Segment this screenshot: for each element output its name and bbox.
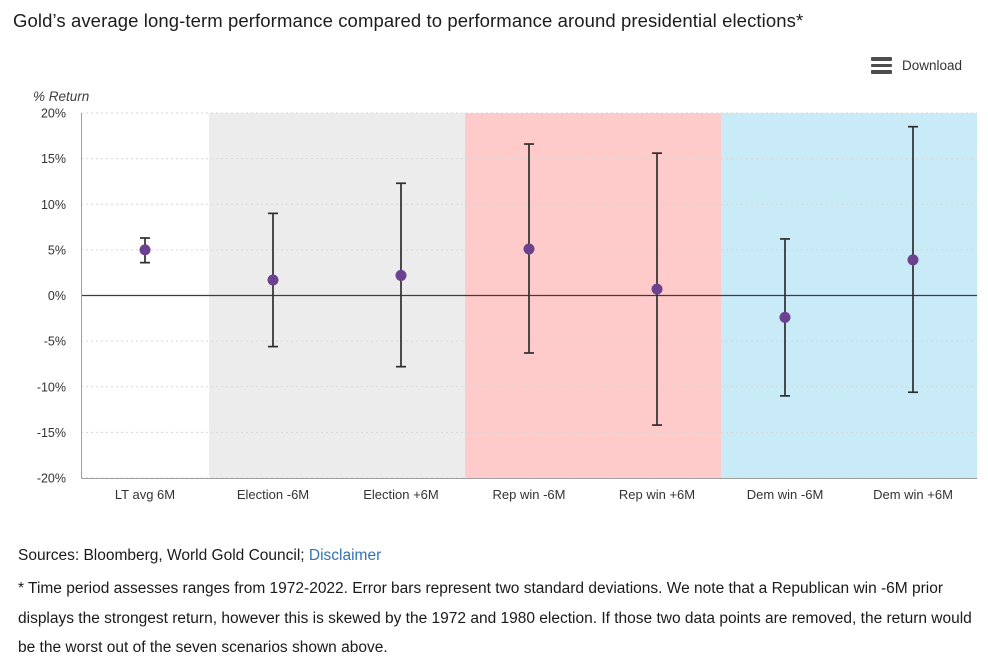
x-tick-label: Rep win -6M	[493, 487, 566, 502]
chart-footer: Sources: Bloomberg, World Gold Council; …	[18, 547, 974, 663]
y-tick-label: -5%	[44, 335, 66, 349]
data-point[interactable]	[651, 283, 663, 295]
x-tick-label: Rep win +6M	[619, 487, 695, 502]
x-tick-label: LT avg 6M	[115, 487, 175, 502]
x-tick-label: Election -6M	[237, 487, 309, 502]
x-tick-label: Election +6M	[363, 487, 439, 502]
y-tick-label: -15%	[37, 426, 66, 440]
sources-line: Sources: Bloomberg, World Gold Council; …	[18, 547, 974, 565]
sources-text: Sources: Bloomberg, World Gold Council;	[18, 547, 305, 564]
download-button[interactable]: Download	[869, 55, 964, 76]
data-point[interactable]	[907, 254, 919, 266]
y-tick-label: 10%	[41, 198, 66, 212]
data-point[interactable]	[523, 243, 535, 255]
data-point[interactable]	[395, 269, 407, 281]
y-tick-label: 5%	[48, 243, 66, 257]
y-axis-title: % Return	[33, 89, 89, 104]
page-title: Gold’s average long-term performance com…	[13, 10, 804, 31]
y-tick-label: -20%	[37, 472, 66, 486]
y-tick-label: 15%	[41, 152, 66, 166]
y-tick-label: 0%	[48, 289, 66, 303]
data-point[interactable]	[267, 274, 279, 286]
hamburger-menu-icon	[870, 57, 892, 74]
data-point[interactable]	[139, 244, 151, 256]
error-bar-chart: -20% -15% -10% -5% 0% 5% 10% 15% 20% LT avg 6M Ele…	[33, 89, 977, 502]
footnote-text: * Time period assesses ranges from 1972-…	[18, 580, 972, 656]
download-button-label: Download	[901, 57, 962, 73]
y-tick-label: -10%	[37, 380, 66, 394]
data-point[interactable]	[779, 311, 791, 323]
x-tick-label: Dem win -6M	[747, 487, 824, 502]
disclaimer-link[interactable]: Disclaimer	[308, 547, 382, 564]
y-tick-label: 20%	[41, 107, 66, 121]
x-tick-label: Dem win +6M	[873, 487, 953, 502]
